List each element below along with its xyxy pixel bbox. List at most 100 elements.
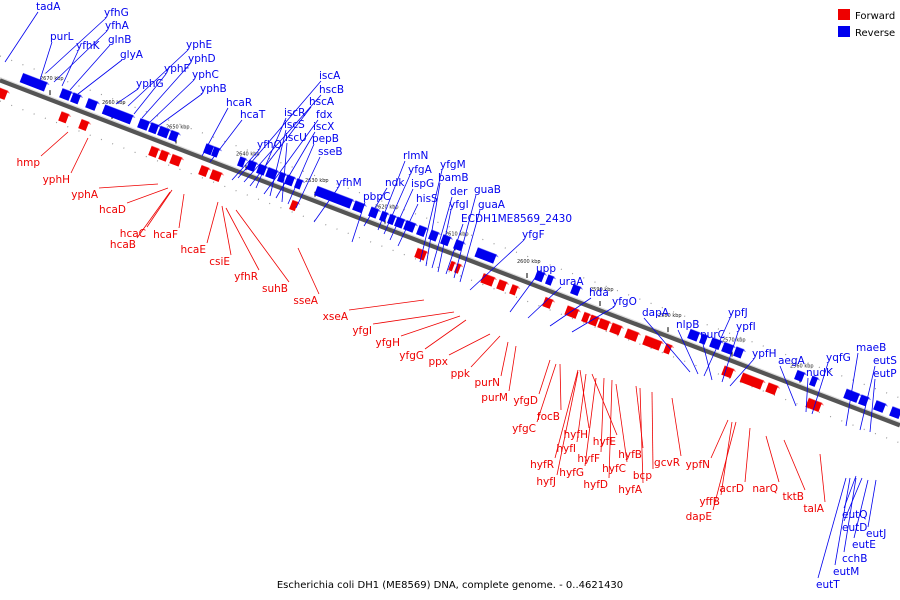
reverse-gene-block: [474, 246, 499, 264]
forward-gene-label: hcaE: [181, 244, 207, 256]
leader-line: [559, 363, 562, 411]
reverse-gene-block: [416, 224, 430, 237]
leader-line: [783, 439, 806, 491]
leader-line: [448, 333, 491, 356]
leader-line: [377, 160, 406, 231]
forward-gene-block: [805, 397, 825, 412]
reverse-gene-block: [256, 162, 270, 176]
leader-line: [115, 88, 139, 105]
leader-line: [40, 131, 69, 157]
reverse-gene-block: [721, 341, 737, 355]
forward-gene-label: yfhR: [234, 271, 258, 283]
reverse-gene-label: ypfI: [736, 321, 756, 333]
forward-gene-label: yfgD: [513, 395, 538, 407]
reverse-gene-label: eutP: [873, 368, 897, 380]
forward-gene-block: [564, 304, 582, 319]
leader-line: [225, 207, 260, 271]
reverse-gene-block: [265, 166, 281, 180]
leader-line: [576, 373, 587, 443]
reverse-gene-label: purC: [700, 329, 725, 341]
reverse-gene-label: purL: [50, 31, 74, 43]
reverse-gene-label: aegA: [778, 355, 806, 367]
reverse-gene-block: [889, 405, 900, 420]
leader-line: [149, 79, 195, 123]
reverse-gene-block: [236, 155, 249, 168]
legend-reverse-label: Reverse: [855, 28, 895, 39]
reverse-gene-label: sseB: [318, 146, 343, 158]
reverse-gene-label: hcaR: [226, 97, 252, 109]
tick-label: 2630 kbp: [305, 178, 329, 184]
footer-caption: Escherichia coli DH1 (ME8569) DNA, compl…: [277, 580, 623, 591]
forward-gene-label: hyfB: [618, 449, 642, 461]
leader-line: [178, 193, 185, 229]
reverse-gene-block: [858, 393, 872, 407]
leader-line: [383, 174, 411, 235]
tick-label: 2660 kbp: [102, 100, 126, 106]
reverse-gene-label: bamB: [438, 172, 469, 184]
leader-line: [677, 329, 699, 375]
forward-gene-block: [609, 321, 625, 336]
leader-line: [538, 359, 551, 395]
leader-line: [712, 421, 737, 511]
reverse-gene-block: [843, 388, 862, 403]
leader-line: [859, 365, 876, 431]
leader-line: [729, 358, 755, 387]
tick-label: 2600 kbp: [517, 259, 541, 265]
leader-line: [469, 239, 525, 291]
leader-line: [608, 379, 613, 479]
reverse-gene-label: cchB: [842, 553, 867, 565]
reverse-gene-label: yfgO: [612, 296, 637, 308]
tick-label: 2640 kbp: [236, 151, 260, 157]
forward-gene-label: hyfI: [556, 443, 576, 455]
leader-line: [508, 345, 517, 392]
reverse-gene-label: hda: [589, 287, 609, 299]
leader-line: [4, 11, 39, 63]
forward-gene-block: [289, 199, 301, 212]
reverse-gene-block: [85, 97, 101, 111]
forward-gene-block: [198, 164, 212, 178]
reverse-gene-block: [314, 185, 356, 209]
leader-line: [819, 453, 826, 503]
tick-label: 2580 kbp: [658, 313, 682, 319]
reverse-gene-label: hisS: [416, 193, 438, 205]
reverse-gene-label: yfgA: [408, 164, 433, 176]
forward-gene-label: yphH: [43, 174, 70, 186]
leader-line: [591, 373, 618, 436]
forward-gene-label: tktB: [782, 491, 804, 503]
leader-line: [263, 119, 319, 195]
reverse-gene-label: eutM: [833, 566, 859, 578]
leader-line: [651, 391, 654, 470]
reverse-gene-label: eutE: [852, 539, 876, 551]
reverse-gene-label: der: [450, 186, 468, 198]
reverse-gene-label: nlpB: [676, 319, 699, 331]
forward-gene-block: [765, 381, 781, 396]
reverse-gene-label: iscR: [284, 107, 305, 119]
forward-gene-block: [169, 153, 185, 167]
forward-gene-label: yfgC: [512, 423, 536, 435]
reverse-gene-block: [428, 228, 442, 242]
leader-line: [53, 30, 108, 83]
leader-line: [600, 377, 605, 453]
forward-gene-block: [209, 168, 225, 182]
forward-gene-block: [624, 327, 642, 342]
leader-line: [805, 377, 809, 413]
forward-gene-label: hcaC: [120, 228, 146, 240]
forward-gene-label: hyfE: [593, 436, 616, 448]
reverse-gene-label: tadA: [36, 1, 61, 13]
reverse-gene-block: [203, 142, 217, 156]
reverse-gene-label: yfhM: [336, 177, 362, 189]
leader-line: [209, 119, 243, 163]
leader-line: [363, 187, 388, 227]
forward-gene-label: purN: [475, 377, 501, 389]
leader-line: [243, 94, 322, 183]
forward-gene-label: yfgH: [376, 337, 400, 349]
leader-line: [136, 191, 171, 239]
leader-line: [70, 137, 89, 174]
forward-gene-block: [148, 145, 162, 158]
leader-line: [45, 17, 107, 74]
reverse-gene-label: yphB: [200, 83, 227, 95]
leader-line: [584, 377, 597, 467]
reverse-gene-label: nudK: [806, 367, 834, 379]
